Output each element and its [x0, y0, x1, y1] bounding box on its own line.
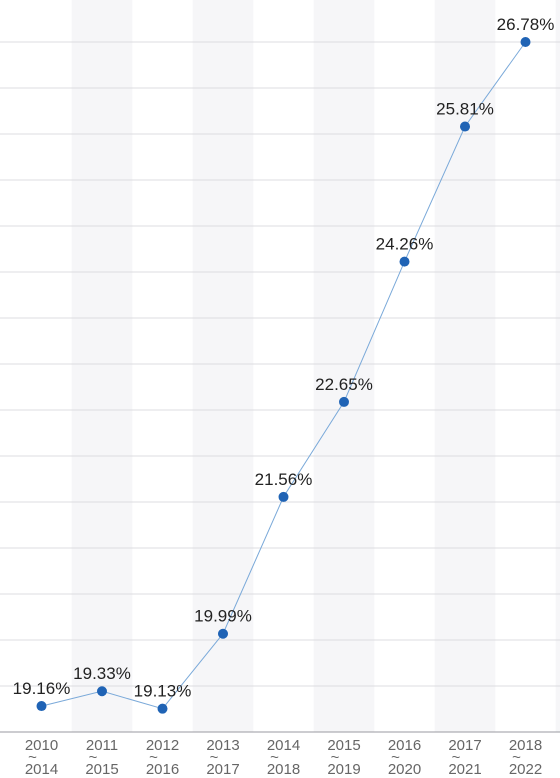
x-tick-label: 2021	[448, 761, 481, 778]
x-tick-label: 2022	[509, 761, 542, 778]
x-tick-label: 2015	[327, 737, 360, 754]
data-label: 25.81%	[436, 100, 494, 119]
column-band	[555, 0, 560, 732]
data-label: 24.26%	[376, 235, 434, 254]
x-tick-separator: ~	[149, 749, 158, 766]
x-tick-label: 2017	[448, 737, 481, 754]
data-label: 19.13%	[134, 682, 192, 701]
data-label: 21.56%	[255, 470, 313, 489]
x-tick-label: 2017	[206, 761, 239, 778]
data-label: 19.99%	[194, 607, 252, 626]
x-tick-label: 2016	[388, 737, 421, 754]
x-tick-label: 2013	[206, 737, 239, 754]
data-point	[36, 701, 47, 712]
column-band	[71, 0, 133, 732]
data-points	[36, 37, 531, 714]
data-point	[97, 686, 107, 697]
x-tick-separator: ~	[512, 749, 521, 766]
x-tick-separator: ~	[89, 749, 98, 766]
data-label: 22.65%	[315, 375, 373, 394]
data-label: 19.16%	[13, 679, 71, 698]
data-labels: 19.16%19.33%19.13% 19.99% 21.56% 22.65% 24.2…	[13, 15, 555, 701]
data-point	[460, 121, 470, 132]
x-tick-separator: ~	[28, 749, 37, 766]
x-tick-label: 2015	[85, 761, 118, 778]
x-tick-separator: ~	[391, 749, 400, 766]
data-point	[157, 703, 168, 714]
column-band	[313, 0, 375, 732]
data-point	[278, 491, 289, 502]
x-tick-labels: 20102014~20112015~20122016~20132017~2014…	[25, 737, 542, 778]
x-tick-separator: ~	[210, 749, 219, 766]
x-tick-label: 2014	[25, 761, 58, 778]
data-label: 19.33%	[73, 664, 131, 683]
x-tick-label: 2019	[327, 761, 360, 778]
data-point	[520, 37, 531, 47]
x-tick-separator: ~	[452, 749, 461, 766]
data-point	[218, 628, 228, 639]
x-tick-label: 2010	[25, 737, 58, 754]
data-point	[399, 256, 410, 267]
x-tick-label: 2014	[267, 737, 300, 754]
x-tick-label: 2018	[509, 737, 542, 754]
column-band	[192, 0, 254, 732]
x-tick-separator: ~	[270, 749, 279, 766]
x-tick-label: 2018	[267, 761, 300, 778]
data-label: 26.78%	[497, 15, 555, 34]
data-point	[339, 396, 349, 407]
x-tick-label: 2016	[146, 761, 179, 778]
x-tick-separator: ~	[331, 749, 340, 766]
grid-lines	[0, 41, 560, 687]
x-tick-label: 2011	[86, 737, 118, 754]
x-tick-label: 2012	[146, 737, 179, 754]
x-tick-label: 2020	[388, 761, 421, 778]
